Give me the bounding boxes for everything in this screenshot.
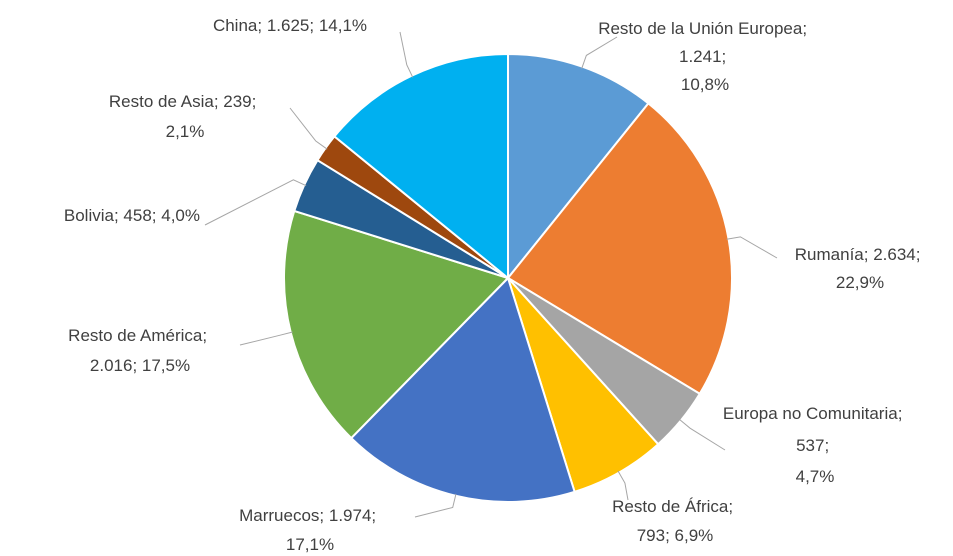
label-part: Resto de la Unión Europea — [598, 19, 803, 38]
label-part: 793 — [637, 526, 665, 545]
label-part: ; — [257, 16, 266, 35]
data-label: Marruecos; 1.974; 17,1% — [239, 506, 381, 554]
label-part: ; — [252, 92, 261, 111]
label-part: ; — [371, 506, 380, 525]
label-part: 537 — [796, 436, 824, 455]
leader-line — [414, 493, 457, 518]
leader-line — [726, 236, 778, 259]
label-part: ; — [864, 245, 873, 264]
label-part: 22,9% — [836, 273, 884, 292]
leader-line — [678, 418, 726, 451]
label-part: ; — [309, 16, 318, 35]
leader-line — [239, 331, 293, 346]
data-label: China; 1.625; 14,1% — [213, 16, 367, 35]
data-label: Rumanía; 2.634; 22,9% — [795, 245, 925, 292]
data-label: Europa no Comunitaria; 537; 4,7% — [723, 404, 907, 486]
label-part: 1.241 — [679, 47, 722, 66]
label-part: ; — [802, 19, 811, 38]
label-part: Rumanía — [795, 245, 865, 264]
data-label: Bolivia; 458; 4,0% — [64, 206, 200, 225]
label-part: ; — [824, 436, 833, 455]
label-part: 458 — [123, 206, 151, 225]
label-part: 1.974 — [329, 506, 372, 525]
label-part: ; — [202, 326, 211, 345]
label-part: 17,5% — [142, 356, 190, 375]
label-part: 6,9% — [675, 526, 714, 545]
label-part: ; — [214, 92, 223, 111]
label-part: 2.634 — [873, 245, 916, 264]
label-part: ; — [722, 47, 731, 66]
label-part: China — [213, 16, 258, 35]
leader-line — [399, 31, 414, 78]
label-part: 2.016 — [90, 356, 133, 375]
label-part: ; — [132, 356, 141, 375]
label-part: ; — [114, 206, 123, 225]
leader-line — [204, 179, 307, 226]
label-part: 2,1% — [166, 122, 205, 141]
label-part: Resto de América — [68, 326, 203, 345]
label-part: Europa no Comunitaria — [723, 404, 898, 423]
data-label: Resto de Asia; 239; 2,1% — [109, 92, 261, 141]
label-part: ; — [665, 526, 674, 545]
label-part: 4,7% — [796, 467, 835, 486]
label-part: ; — [916, 245, 925, 264]
label-part: Resto de Asia — [109, 92, 214, 111]
label-part: ; — [319, 506, 328, 525]
label-part: Bolivia — [64, 206, 115, 225]
label-part: 14,1% — [319, 16, 367, 35]
label-part: ; — [728, 497, 737, 516]
label-part: ; — [152, 206, 161, 225]
data-label: Resto de América; 2.016; 17,5% — [68, 326, 212, 375]
label-part: 239 — [223, 92, 251, 111]
leader-line — [289, 107, 328, 150]
data-label: Resto de la Unión Europea; 1.241; 10,8% — [598, 19, 812, 94]
label-part: ; — [898, 404, 907, 423]
leader-line — [581, 36, 618, 69]
label-part: 4,0% — [161, 206, 200, 225]
label-part: 1.625 — [267, 16, 310, 35]
data-label: Resto de África; 793; 6,9% — [612, 497, 738, 545]
label-part: 10,8% — [681, 75, 729, 94]
label-part: 17,1% — [286, 535, 334, 554]
label-part: Marruecos — [239, 506, 319, 525]
leader-line — [617, 470, 629, 501]
label-part: Resto de África — [612, 497, 729, 516]
